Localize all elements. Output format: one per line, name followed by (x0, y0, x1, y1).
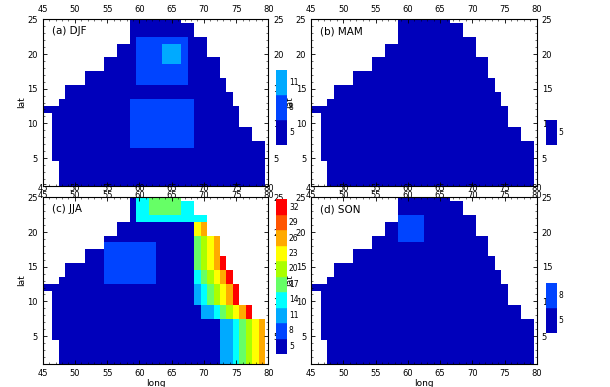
Text: 32: 32 (289, 202, 298, 212)
Bar (276, 246, 287, 261)
Bar (276, 261, 287, 277)
Text: 11: 11 (289, 78, 298, 87)
Text: 5: 5 (559, 128, 564, 137)
Text: 20: 20 (289, 264, 298, 274)
Text: 17: 17 (289, 280, 298, 289)
Bar (546, 283, 557, 308)
Bar (276, 323, 287, 339)
Text: 26: 26 (289, 233, 298, 243)
Text: 11: 11 (289, 311, 298, 320)
Y-axis label: lat: lat (285, 275, 295, 286)
Bar (546, 308, 557, 333)
Bar (276, 308, 287, 323)
Bar (276, 120, 287, 145)
Y-axis label: lat: lat (17, 97, 26, 108)
Text: 8: 8 (289, 326, 293, 336)
X-axis label: long: long (146, 379, 165, 387)
Bar (276, 95, 287, 120)
Bar (276, 215, 287, 230)
Bar (276, 230, 287, 246)
Text: 8: 8 (289, 103, 293, 112)
X-axis label: long: long (146, 201, 165, 210)
Text: (b) MAM: (b) MAM (320, 26, 363, 36)
Text: (a) DJF: (a) DJF (52, 26, 86, 36)
Bar (276, 199, 287, 215)
X-axis label: long: long (414, 201, 434, 210)
Text: 29: 29 (289, 218, 298, 227)
Bar (276, 70, 287, 95)
Text: 14: 14 (289, 295, 298, 305)
Text: 5: 5 (559, 316, 564, 325)
Bar (276, 339, 287, 354)
Text: 23: 23 (289, 249, 298, 258)
Text: (d) SON: (d) SON (320, 204, 361, 214)
Text: 5: 5 (289, 342, 294, 351)
Y-axis label: lat: lat (17, 275, 26, 286)
X-axis label: long: long (414, 379, 434, 387)
Y-axis label: lat: lat (285, 97, 295, 108)
Text: 5: 5 (289, 128, 294, 137)
Text: 8: 8 (559, 291, 563, 300)
Text: (c) JJA: (c) JJA (52, 204, 82, 214)
Bar (276, 292, 287, 308)
Bar (276, 277, 287, 292)
